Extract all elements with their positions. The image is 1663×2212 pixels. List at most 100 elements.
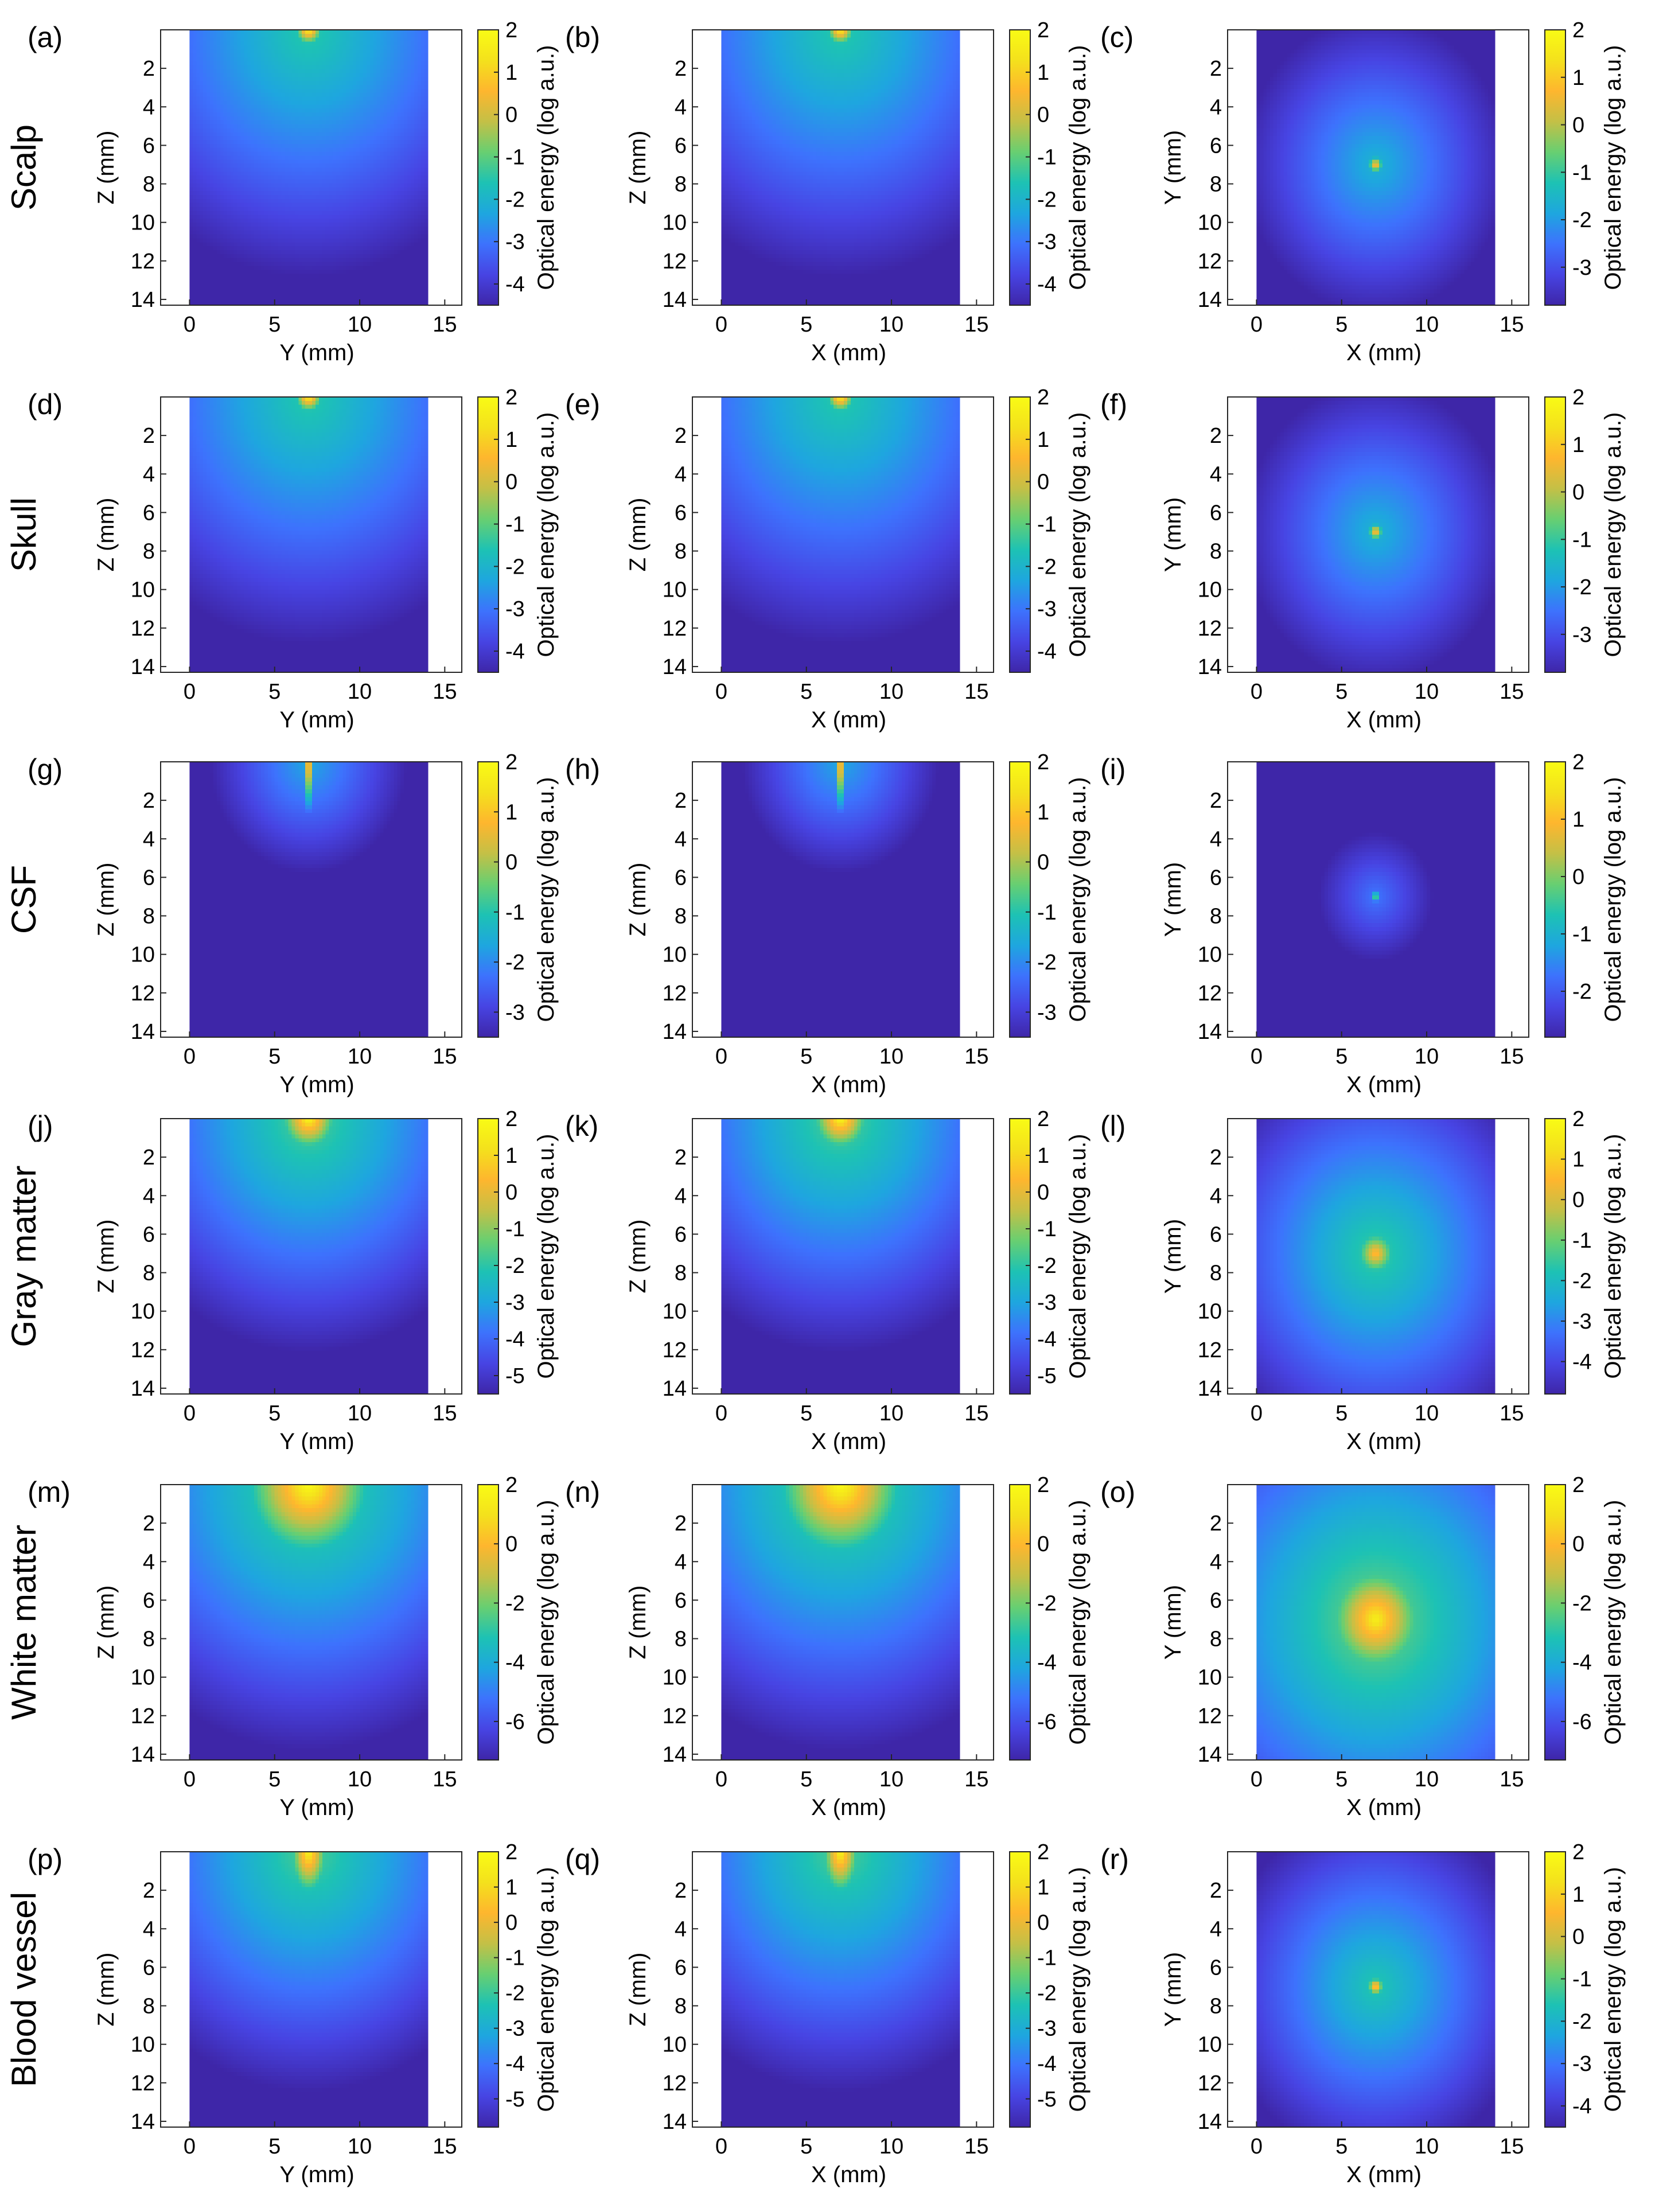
y-tick-label: 10 xyxy=(131,211,155,235)
x-axis-label: Y (mm) xyxy=(279,2162,354,2187)
heatmap-field xyxy=(189,1852,428,2128)
colorbar-tick-label: -3 xyxy=(505,2017,525,2041)
x-tick-label: 15 xyxy=(964,1767,988,1792)
x-tick-label: 10 xyxy=(879,1767,903,1792)
panel-label: (i) xyxy=(1100,753,1125,785)
x-tick-label: 5 xyxy=(800,1767,812,1792)
x-tick-label: 0 xyxy=(184,1767,196,1792)
x-tick-label: 15 xyxy=(1500,1401,1524,1426)
y-axis-label: Z (mm) xyxy=(94,1953,119,2027)
y-tick-label: 6 xyxy=(1210,1588,1222,1613)
colorbar-tick-label: 0 xyxy=(1037,1911,1049,1935)
colorbar-tick-label: -4 xyxy=(505,2052,525,2076)
y-tick-label: 6 xyxy=(143,866,155,890)
y-tick-label: 2 xyxy=(1210,57,1222,81)
y-tick-label: 8 xyxy=(143,173,155,197)
x-axis-label: Y (mm) xyxy=(279,1795,354,1820)
y-tick-label: 2 xyxy=(675,789,687,813)
heatmap-field xyxy=(1256,1119,1495,1395)
x-tick-label: 0 xyxy=(1251,680,1263,704)
x-axis-label: X (mm) xyxy=(1346,1795,1421,1820)
colorbar-tick-label: -1 xyxy=(1572,528,1592,552)
colorbar-tick-label: 1 xyxy=(1037,800,1049,824)
y-tick-label: 12 xyxy=(663,2071,687,2096)
colorbar-tick-label: -3 xyxy=(1572,256,1592,280)
heatmap-field xyxy=(1256,1485,1495,1761)
colorbar xyxy=(1010,1852,1030,2127)
y-tick-label: 10 xyxy=(663,2033,687,2057)
y-tick-label: 10 xyxy=(131,2033,155,2057)
colorbar xyxy=(1545,397,1565,672)
x-axis-label: Y (mm) xyxy=(279,1429,354,1454)
x-tick-label: 0 xyxy=(715,1401,727,1426)
y-tick-label: 8 xyxy=(1210,1627,1222,1652)
colorbar-tick-label: -3 xyxy=(1037,1291,1057,1315)
y-tick-label: 4 xyxy=(143,462,155,486)
colorbar-tick-label: -2 xyxy=(1037,1254,1057,1278)
colorbar-tick-label: 1 xyxy=(1572,1883,1584,1907)
y-tick-label: 10 xyxy=(1198,943,1222,967)
panel-label: (r) xyxy=(1100,1843,1129,1875)
x-tick-label: 5 xyxy=(800,1045,812,1069)
y-tick-label: 2 xyxy=(143,1879,155,1903)
y-tick-label: 8 xyxy=(675,1627,687,1652)
y-tick-label: 6 xyxy=(143,134,155,158)
colorbar-tick-label: 1 xyxy=(1037,1876,1049,1900)
colorbar-tick-label: -1 xyxy=(1572,1968,1592,1992)
heatmap-field xyxy=(721,1119,960,1395)
colorbar-tick-label: -4 xyxy=(1572,1651,1592,1675)
x-tick-label: 0 xyxy=(715,2135,727,2159)
x-tick-label: 10 xyxy=(1415,1401,1439,1426)
colorbar-tick-label: -5 xyxy=(505,1364,525,1388)
colorbar-tick-label: 2 xyxy=(1572,750,1584,774)
colorbar xyxy=(478,1119,498,1394)
y-axis-label: Y (mm) xyxy=(1160,1219,1186,1294)
x-axis-label: X (mm) xyxy=(811,1429,886,1454)
colorbar xyxy=(478,30,498,305)
colorbar xyxy=(478,397,498,672)
colorbar-tick-label: 0 xyxy=(1572,114,1584,138)
x-tick-label: 15 xyxy=(964,1045,988,1069)
colorbar-tick-label: 1 xyxy=(505,428,517,452)
colorbar-tick-label: 2 xyxy=(505,1473,517,1497)
panel-label: (j) xyxy=(28,1110,53,1142)
colorbar-tick-label: 0 xyxy=(1572,1188,1584,1212)
row-label-skull: Skull xyxy=(5,497,43,572)
x-tick-label: 0 xyxy=(184,1401,196,1426)
y-axis-label: Z (mm) xyxy=(625,1953,651,2027)
colorbar xyxy=(478,1852,498,2127)
x-tick-label: 5 xyxy=(268,1045,281,1069)
heatmap-field xyxy=(721,762,960,1038)
colorbar-tick-label: 2 xyxy=(1037,750,1049,774)
colorbar-tick-label: -4 xyxy=(1572,2094,1592,2118)
x-tick-label: 15 xyxy=(1500,313,1524,337)
colorbar xyxy=(1010,30,1030,305)
y-axis-label: Z (mm) xyxy=(94,863,119,937)
x-tick-label: 5 xyxy=(268,1401,281,1426)
x-tick-label: 0 xyxy=(184,313,196,337)
colorbar xyxy=(1010,397,1030,672)
x-axis-label: Y (mm) xyxy=(279,707,354,733)
colorbar xyxy=(1545,762,1565,1037)
panel-label: (f) xyxy=(1100,388,1127,420)
y-tick-label: 2 xyxy=(143,1146,155,1170)
colorbar-tick-label: -2 xyxy=(1572,1591,1592,1615)
colorbar-tick-label: 2 xyxy=(505,18,517,42)
y-tick-label: 4 xyxy=(1210,827,1222,851)
colorbar xyxy=(1545,1485,1565,1760)
colorbar-label: Optical energy (log a.u.) xyxy=(1600,412,1626,657)
y-tick-label: 10 xyxy=(663,943,687,967)
x-tick-label: 15 xyxy=(964,313,988,337)
colorbar-tick-label: -2 xyxy=(1572,2010,1592,2034)
y-tick-label: 12 xyxy=(1198,1338,1222,1362)
x-tick-label: 10 xyxy=(879,313,903,337)
colorbar-tick-label: 2 xyxy=(505,750,517,774)
panel-label: (h) xyxy=(565,753,600,785)
